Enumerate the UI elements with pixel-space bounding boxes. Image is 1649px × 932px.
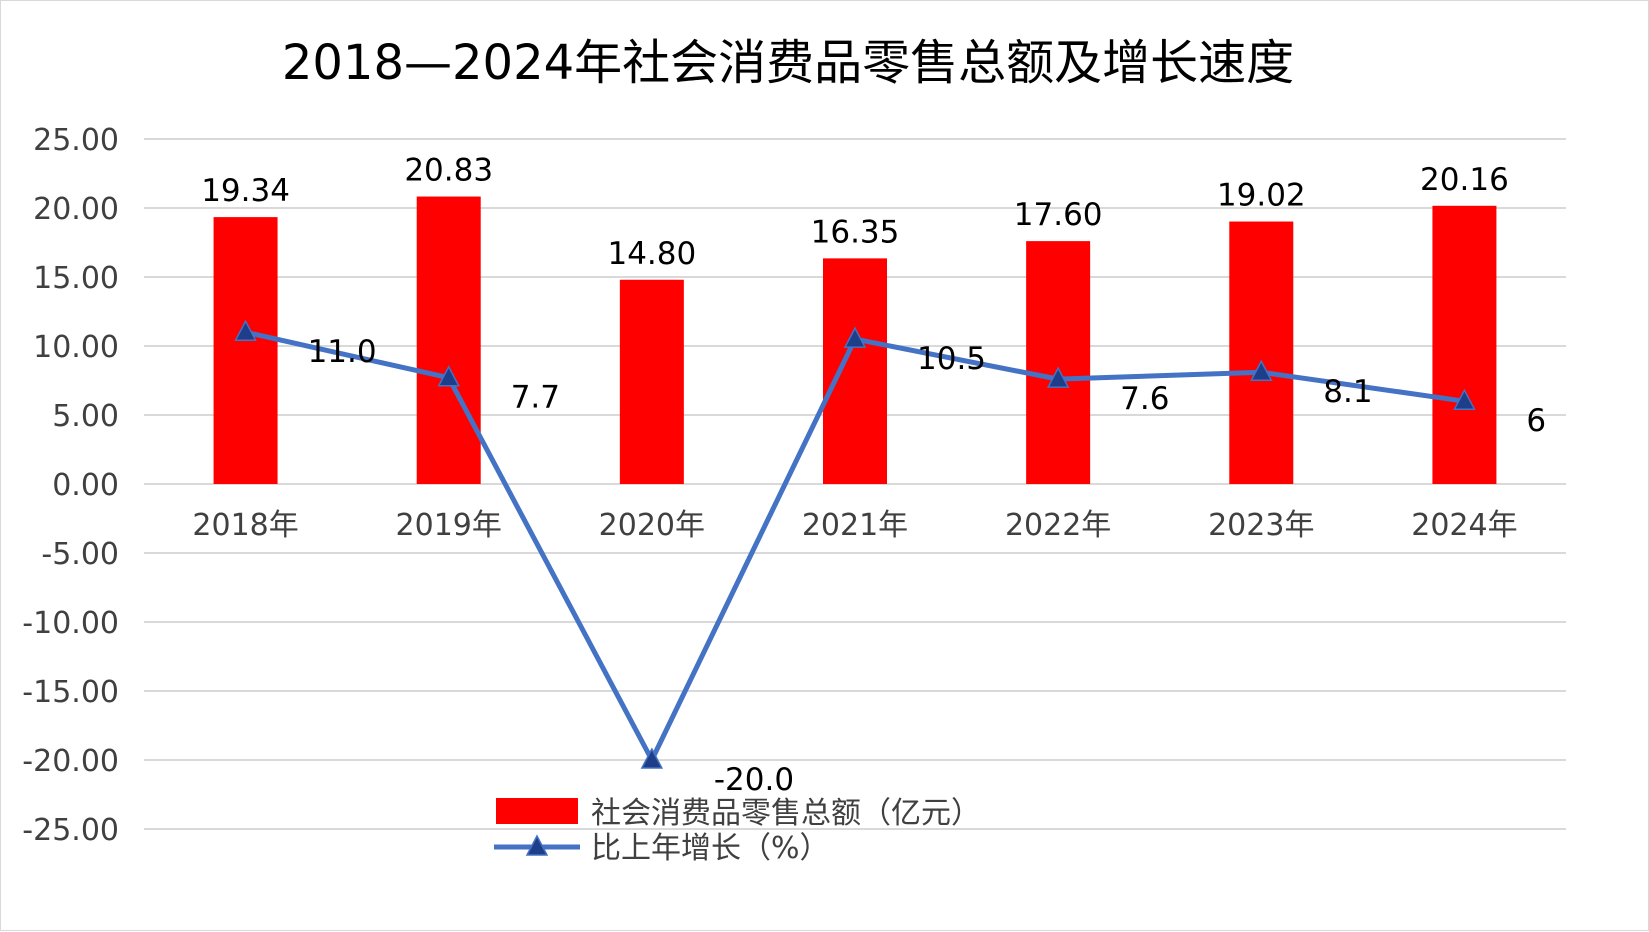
- line-data-label: 8.1: [1323, 374, 1372, 410]
- bar-2022年: [1026, 241, 1091, 484]
- legend-marker-icon: [525, 834, 549, 856]
- line-data-label: -20.0: [714, 762, 794, 798]
- bar-data-label: 17.60: [1014, 197, 1103, 233]
- y-tick-label: 20.00: [33, 192, 119, 227]
- x-category-label: 2023年: [1208, 508, 1314, 543]
- x-category-label: 2022年: [1005, 508, 1111, 543]
- line-data-label: 10.5: [917, 341, 986, 377]
- y-tick-label: -5.00: [41, 537, 119, 572]
- line-data-label: 6: [1526, 403, 1546, 439]
- growth-marker-2021年: [843, 326, 867, 348]
- line-data-label: 11.0: [308, 334, 377, 370]
- y-tick-label: 0.00: [52, 468, 119, 503]
- y-tick-label: 5.00: [52, 399, 119, 434]
- bar-data-label: 20.83: [404, 153, 493, 189]
- y-tick-label: 15.00: [33, 261, 119, 296]
- growth-marker-2020年: [640, 747, 664, 769]
- growth-marker-2019年: [437, 365, 460, 387]
- x-category-label: 2019年: [396, 508, 502, 543]
- growth-marker-2018年: [234, 319, 257, 341]
- bar-data-label: 20.16: [1420, 162, 1509, 198]
- x-category-label: 2020年: [599, 508, 705, 543]
- y-tick-label: -15.00: [22, 675, 119, 710]
- legend-swatch-bar: [496, 798, 578, 824]
- bar-2021年: [823, 258, 887, 484]
- y-tick-label: -25.00: [22, 813, 119, 848]
- growth-marker-2023年: [1250, 359, 1273, 381]
- line-data-label: 7.7: [511, 380, 560, 416]
- growth-marker-2022年: [1046, 366, 1070, 388]
- chart-title: 2018—2024年社会消费品零售总额及增长速度: [282, 35, 1294, 91]
- bar-data-label: 19.34: [201, 173, 290, 209]
- x-category-label: 2024年: [1411, 508, 1517, 543]
- bar-data-label: 14.80: [607, 236, 696, 272]
- y-tick-label: 10.00: [33, 330, 119, 365]
- bar-data-label: 19.02: [1217, 178, 1306, 214]
- legend-label-line: 比上年增长（%）: [591, 831, 830, 866]
- growth-marker-2024年: [1453, 388, 1476, 410]
- y-tick-label: 25.00: [33, 123, 119, 158]
- bar-2024年: [1432, 205, 1497, 485]
- y-tick-label: -10.00: [22, 606, 119, 641]
- bar-2023年: [1229, 221, 1294, 485]
- bar-2019年: [416, 196, 481, 484]
- bar-data-label: 16.35: [811, 214, 900, 250]
- x-category-label: 2021年: [802, 508, 908, 543]
- bar-2018年: [213, 217, 278, 484]
- x-category-label: 2018年: [192, 508, 298, 543]
- legend-label-bar: 社会消费品零售总额（亿元）: [591, 796, 981, 831]
- line-data-label: 7.6: [1120, 381, 1169, 417]
- bar-2020年: [619, 279, 684, 484]
- y-tick-label: -20.00: [22, 744, 119, 779]
